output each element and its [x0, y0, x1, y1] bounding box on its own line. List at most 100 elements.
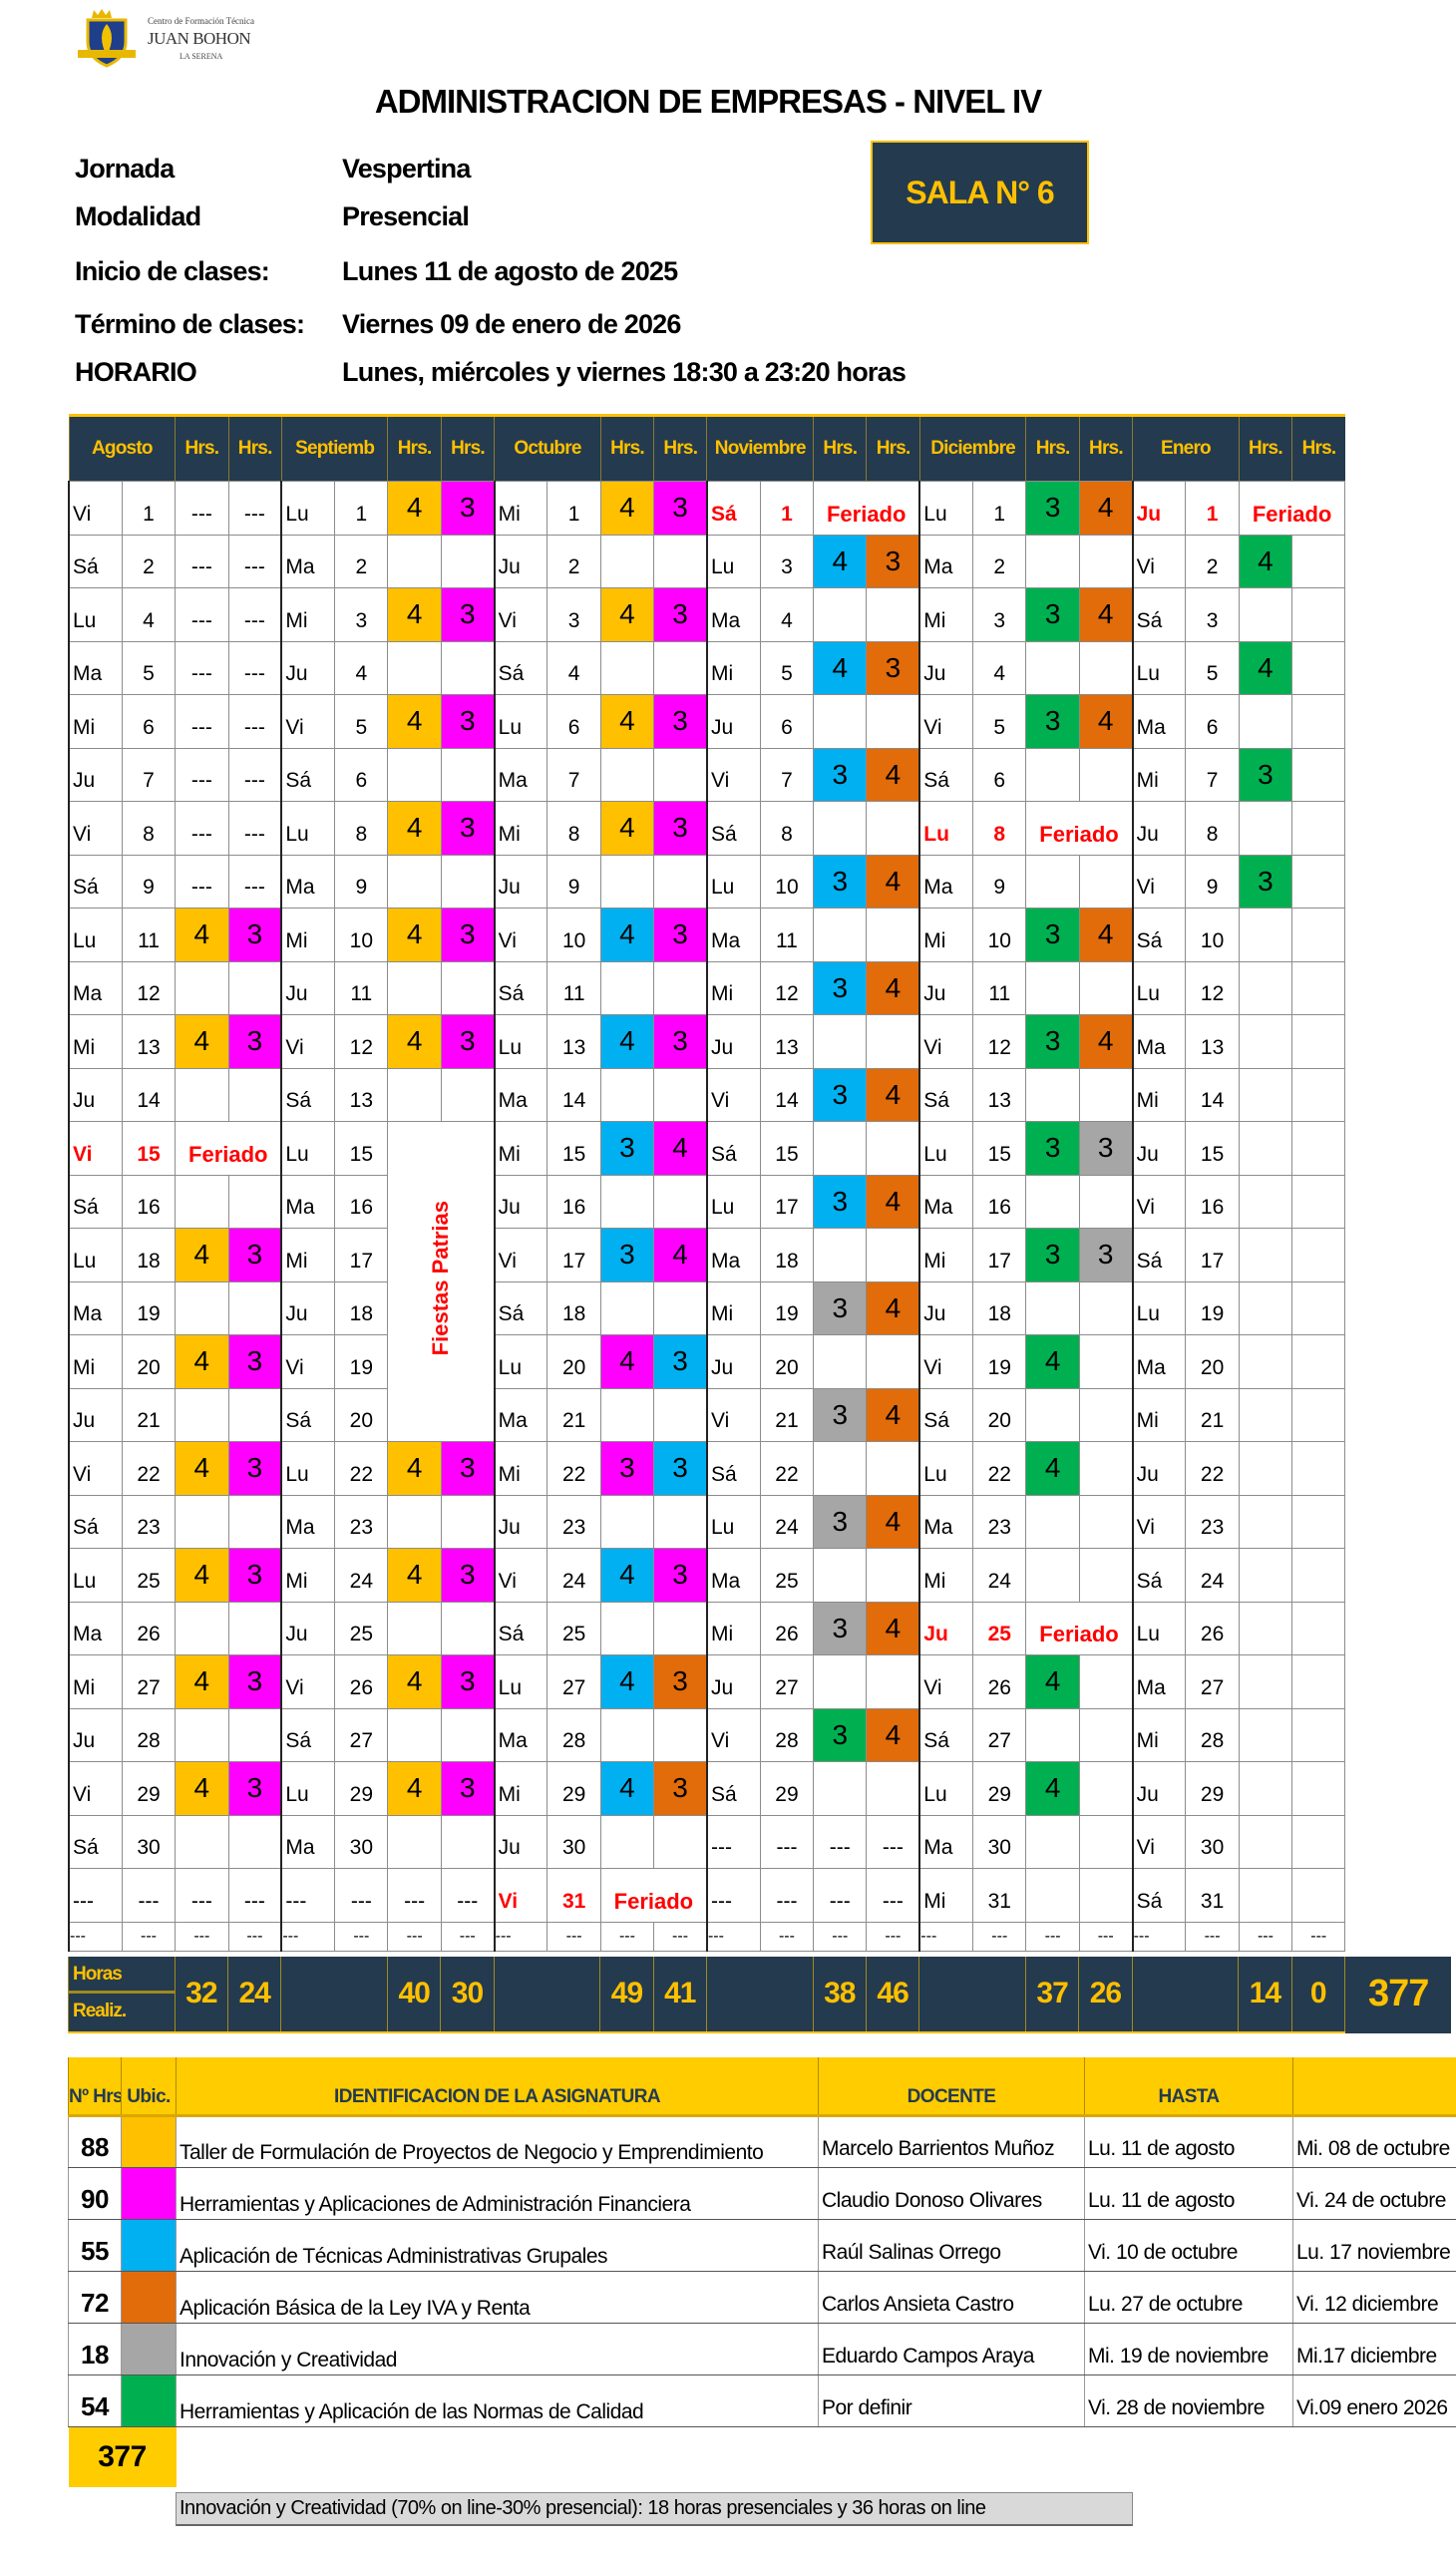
day-number-cell: ---: [759, 1814, 815, 1869]
empty-hours-cell: [1025, 960, 1080, 1015]
empty-hours-cell: [813, 801, 868, 856]
class-hours-cell: 4: [599, 1761, 655, 1816]
class-hours-cell: 3: [1025, 1228, 1080, 1282]
day-number-cell: 13: [1185, 1014, 1240, 1069]
day-number-cell: 20: [546, 1334, 601, 1389]
page-title: ADMINISTRACION DE EMPRESAS - NIVEL IV: [374, 83, 1042, 120]
empty-hours-cell: [1025, 1494, 1080, 1549]
day-number-cell: 23: [121, 1494, 177, 1549]
day-name-cell: Ju: [67, 1387, 123, 1442]
empty-hours-cell: [175, 1494, 229, 1549]
empty-hours-cell: [387, 1067, 442, 1122]
class-hours-cell: 3: [813, 1494, 868, 1549]
empty-hours-cell: [599, 1494, 655, 1549]
day-number-cell: 22: [759, 1441, 815, 1496]
day-name-cell: Mi: [280, 1228, 336, 1282]
class-hours-cell: 3: [1025, 1014, 1080, 1069]
day-name-cell: Vi: [67, 1441, 123, 1496]
subjects-legend-table: Nº Hrs Ubic. IDENTIFICACION DE LA ASIGNATU…: [68, 2056, 1456, 2487]
day-number-cell: 11: [121, 908, 177, 962]
class-hours-cell: 3: [440, 1014, 496, 1069]
class-hours-cell: 4: [866, 1067, 920, 1122]
day-number-cell: 1: [1185, 481, 1240, 536]
day-number-cell: 16: [334, 1174, 389, 1229]
day-number-cell: 9: [121, 854, 177, 909]
empty-hours-cell: [387, 854, 442, 909]
day-number-cell: 26: [759, 1601, 815, 1655]
day-number-cell: 4: [546, 640, 601, 695]
day-name-cell: Sá: [1131, 1548, 1187, 1603]
month-hours-total: 46: [865, 1956, 919, 2033]
day-name-cell: Sá: [918, 747, 974, 802]
day-number-cell: 31: [972, 1868, 1027, 1923]
calendar-row: Sá 16 Ma 16 Ju 16 Lu 17 3 4 Ma 16 Vi 16: [67, 1174, 1346, 1229]
day-name-cell: Ma: [280, 1494, 336, 1549]
day-name-cell: Ju: [67, 1067, 123, 1122]
month-hours-total: 40: [386, 1956, 441, 2033]
class-hours-cell: 4: [866, 854, 920, 909]
day-name-cell: Ma: [67, 640, 123, 695]
day-name-cell: Ma: [1131, 694, 1187, 749]
day-number-cell: 15: [121, 1121, 177, 1176]
day-number-cell: 19: [759, 1280, 815, 1335]
subject-color-swatch: [121, 2374, 177, 2427]
empty-hours-cell: [1238, 1067, 1293, 1122]
day-name-cell: Mi: [1131, 1707, 1187, 1762]
empty-hours-cell: [599, 1067, 655, 1122]
empty-hours-cell: [1291, 1654, 1346, 1709]
day-number-cell: 16: [972, 1174, 1027, 1229]
day-name-cell: Ma: [1131, 1334, 1187, 1389]
class-hours-cell: 4: [175, 1761, 229, 1816]
day-name-cell: ---: [1131, 1921, 1187, 1952]
class-hours-cell: 4: [866, 1387, 920, 1442]
subject-end: Vi. 24 de octubre: [1292, 2167, 1456, 2220]
day-name-cell: Mi: [280, 908, 336, 962]
empty-hours-cell: [653, 1067, 708, 1122]
day-number-cell: 7: [759, 747, 815, 802]
fiestas-patrias-label: Fiestas Patrias: [428, 1201, 454, 1356]
day-name-cell: Vi: [493, 908, 548, 962]
calendar-row: Vi 15 Feriado Lu 15 Fiestas Patrias Mi 15 3 4 Sá 15…: [67, 1121, 1346, 1442]
day-name-cell: Ma: [705, 908, 761, 962]
day-name-cell: Sá: [280, 1387, 336, 1442]
day-number-cell: 4: [759, 587, 815, 642]
class-hours-cell: 4: [599, 1654, 655, 1709]
legend-row: 72 Aplicación Básica de la Ley IVA y Rent…: [68, 2271, 1456, 2324]
day-name-cell: Lu: [280, 1441, 336, 1496]
info-value-jornada: Vespertina: [342, 154, 471, 183]
day-name-cell: Lu: [918, 481, 974, 536]
day-number-cell: 15: [1185, 1121, 1240, 1176]
day-name-cell: Ma: [918, 1494, 974, 1549]
class-hours-cell: 4: [387, 694, 442, 749]
empty-hours-cell: [1025, 854, 1080, 909]
calendar-row: Sá 9 --- --- Ma 9 Ju 9 Lu 10 3 4 Ma 9 Vi 9 3: [67, 854, 1346, 909]
class-hours-cell: 3: [813, 1601, 868, 1655]
class-hours-cell: 4: [1025, 1334, 1080, 1389]
legend-row: 55 Aplicación de Técnicas Administrativas…: [68, 2219, 1456, 2272]
day-number-cell: 17: [759, 1174, 815, 1229]
empty-hours-cell: [1238, 1228, 1293, 1282]
day-number-cell: 8: [972, 801, 1027, 856]
day-name-cell: Ju: [705, 1654, 761, 1709]
empty-hours-cell: [1025, 1067, 1080, 1122]
calendar-row: Mi 20 4 3 Vi 19 Lu 20 4 3 Ju 20 Vi 19 4 Ma 20: [67, 1334, 1346, 1389]
empty-hours-cell: [1025, 640, 1080, 695]
day-name-cell: Lu: [67, 587, 123, 642]
calendar-row: Mi 27 4 3 Vi 26 4 3 Lu 27 4 3 Ju 27 Vi 26 4 Ma 27: [67, 1654, 1346, 1709]
empty-hours-cell: [866, 587, 920, 642]
day-number-cell: 18: [759, 1228, 815, 1282]
empty-hours-cell: [653, 1387, 708, 1442]
totals-spacer: [918, 1956, 1026, 2033]
day-name-cell: Sá: [1131, 908, 1187, 962]
month-hours-total: 14: [1238, 1956, 1292, 2033]
class-hours-cell: 4: [175, 908, 229, 962]
day-name-cell: Sá: [918, 1707, 974, 1762]
empty-hours-cell: [866, 694, 920, 749]
day-number-cell: 13: [759, 1014, 815, 1069]
day-name-cell: Lu: [705, 1494, 761, 1549]
month-hours-total: 49: [599, 1956, 654, 2033]
calendar-table: Agosto Hrs. Hrs. Septiemb Hrs. Hrs. Octubre Hrs…: [67, 414, 1346, 1952]
day-number-cell: 7: [121, 747, 177, 802]
empty-hours-cell: [1238, 1707, 1293, 1762]
class-hours-cell: 4: [387, 1761, 442, 1816]
